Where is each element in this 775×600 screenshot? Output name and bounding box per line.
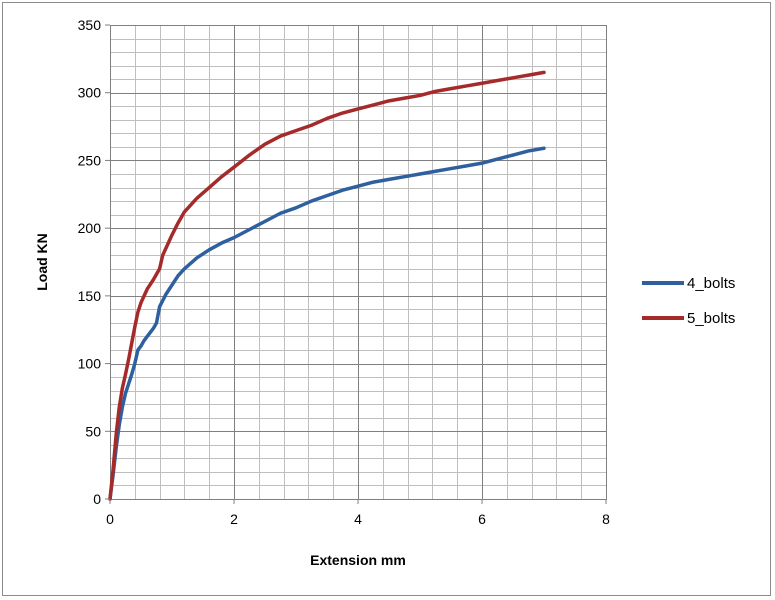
x-tick-label: 2: [230, 511, 238, 527]
legend: 4_bolts 5_bolts: [642, 275, 735, 327]
y-tick-label: 150: [78, 288, 102, 304]
x-tick-label: 0: [106, 511, 114, 527]
y-axis-ticks: 0 50 100 150 200 250 300 350: [78, 17, 110, 507]
x-axis-ticks: 0 2 4 6 8: [106, 499, 610, 527]
legend-label-5-bolts: 5_bolts: [687, 310, 735, 327]
series-layer: [108, 70, 546, 501]
y-tick-label: 300: [78, 85, 102, 101]
y-tick-label: 100: [78, 356, 102, 372]
y-axis-title: Load KN: [34, 233, 50, 291]
y-tick-label: 350: [78, 17, 102, 33]
y-tick-label: 50: [85, 423, 101, 439]
x-tick-label: 6: [478, 511, 486, 527]
series-line-5-bolts: [108, 70, 546, 501]
y-tick-label: 250: [78, 152, 102, 168]
x-tick-label: 4: [354, 511, 362, 527]
y-tick-label: 200: [78, 220, 102, 236]
legend-label-4-bolts: 4_bolts: [687, 275, 735, 292]
series-line-4-bolts: [108, 146, 546, 501]
x-axis-title: Extension mm: [310, 552, 406, 568]
x-tick-label: 8: [602, 511, 610, 527]
major-gridlines: [110, 25, 607, 500]
y-tick-label: 0: [93, 491, 101, 507]
